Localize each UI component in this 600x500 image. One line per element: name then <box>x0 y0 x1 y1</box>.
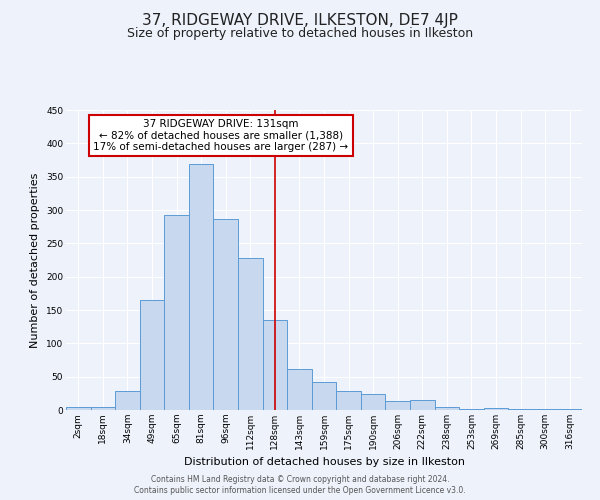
X-axis label: Distribution of detached houses by size in Ilkeston: Distribution of detached houses by size … <box>184 458 464 468</box>
Bar <box>361 394 385 410</box>
Bar <box>140 300 164 410</box>
Text: Size of property relative to detached houses in Ilkeston: Size of property relative to detached ho… <box>127 28 473 40</box>
Bar <box>484 408 508 410</box>
Bar <box>115 390 140 410</box>
Bar <box>336 390 361 410</box>
Bar <box>164 214 189 410</box>
Y-axis label: Number of detached properties: Number of detached properties <box>31 172 40 348</box>
Bar <box>66 408 91 410</box>
Bar <box>287 370 312 410</box>
Bar <box>434 406 459 410</box>
Text: Contains HM Land Registry data © Crown copyright and database right 2024.: Contains HM Land Registry data © Crown c… <box>151 475 449 484</box>
Bar <box>385 402 410 410</box>
Text: Contains public sector information licensed under the Open Government Licence v3: Contains public sector information licen… <box>134 486 466 495</box>
Bar <box>459 408 484 410</box>
Text: 37, RIDGEWAY DRIVE, ILKESTON, DE7 4JP: 37, RIDGEWAY DRIVE, ILKESTON, DE7 4JP <box>142 12 458 28</box>
Bar <box>238 258 263 410</box>
Bar <box>91 408 115 410</box>
Bar <box>263 320 287 410</box>
Bar <box>410 400 434 410</box>
Bar <box>189 164 214 410</box>
Bar <box>312 382 336 410</box>
Bar <box>214 218 238 410</box>
Text: 37 RIDGEWAY DRIVE: 131sqm
← 82% of detached houses are smaller (1,388)
17% of se: 37 RIDGEWAY DRIVE: 131sqm ← 82% of detac… <box>93 119 349 152</box>
